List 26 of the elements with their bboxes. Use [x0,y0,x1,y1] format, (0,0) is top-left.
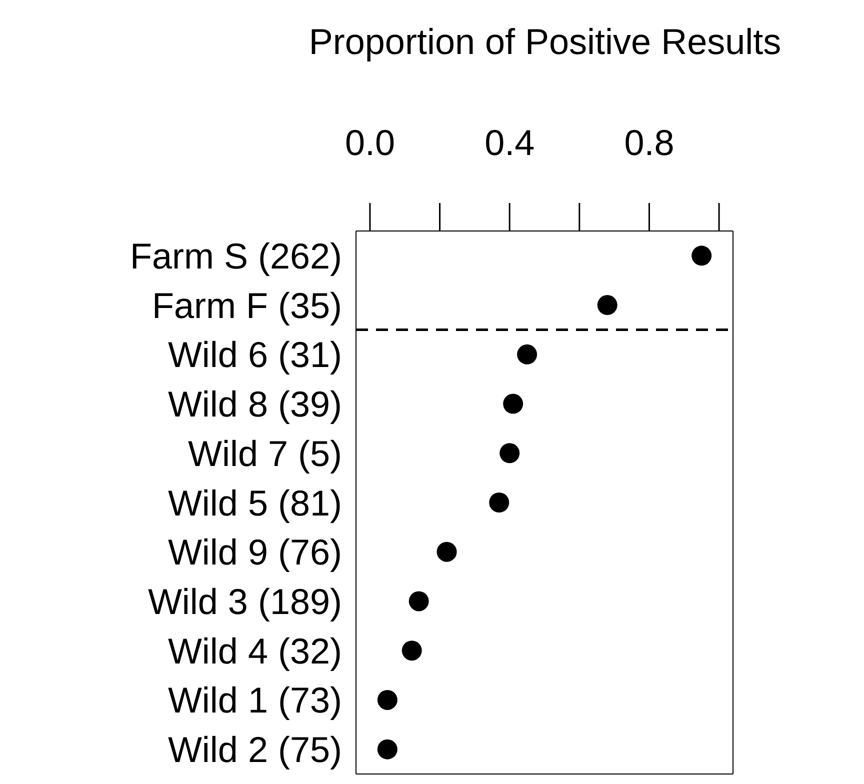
point [436,542,457,562]
point [377,739,398,760]
point [500,443,520,464]
y-tick-label: Wild 8 (39) [168,384,342,425]
y-tick-label: Wild 7 (5) [188,432,342,474]
point [597,295,618,316]
point [503,394,524,414]
point [489,492,510,512]
x-tick-label: 0.4 [484,122,535,163]
y-tick-label: Wild 2 (75) [168,729,342,770]
point [692,246,712,266]
point [377,690,398,710]
x-tick-label: 0.0 [344,122,395,163]
point [402,640,422,661]
point [517,344,538,364]
y-tick-label: Wild 4 (32) [168,630,342,672]
x-axis-title: Proportion of Positive Results [308,20,782,64]
y-tick-label: Wild 6 (31) [168,334,342,376]
y-tick-label: Wild 3 (189) [148,581,342,622]
y-tick-label: Wild 1 (73) [168,680,342,721]
y-tick-label: Wild 9 (76) [168,532,342,573]
y-tick-label: Farm S (262) [130,235,342,276]
y-tick-label: Wild 5 (81) [168,482,342,524]
x-tick-label: 0.8 [624,122,674,163]
point [408,591,429,612]
y-tick-label: Farm F (35) [152,284,342,326]
